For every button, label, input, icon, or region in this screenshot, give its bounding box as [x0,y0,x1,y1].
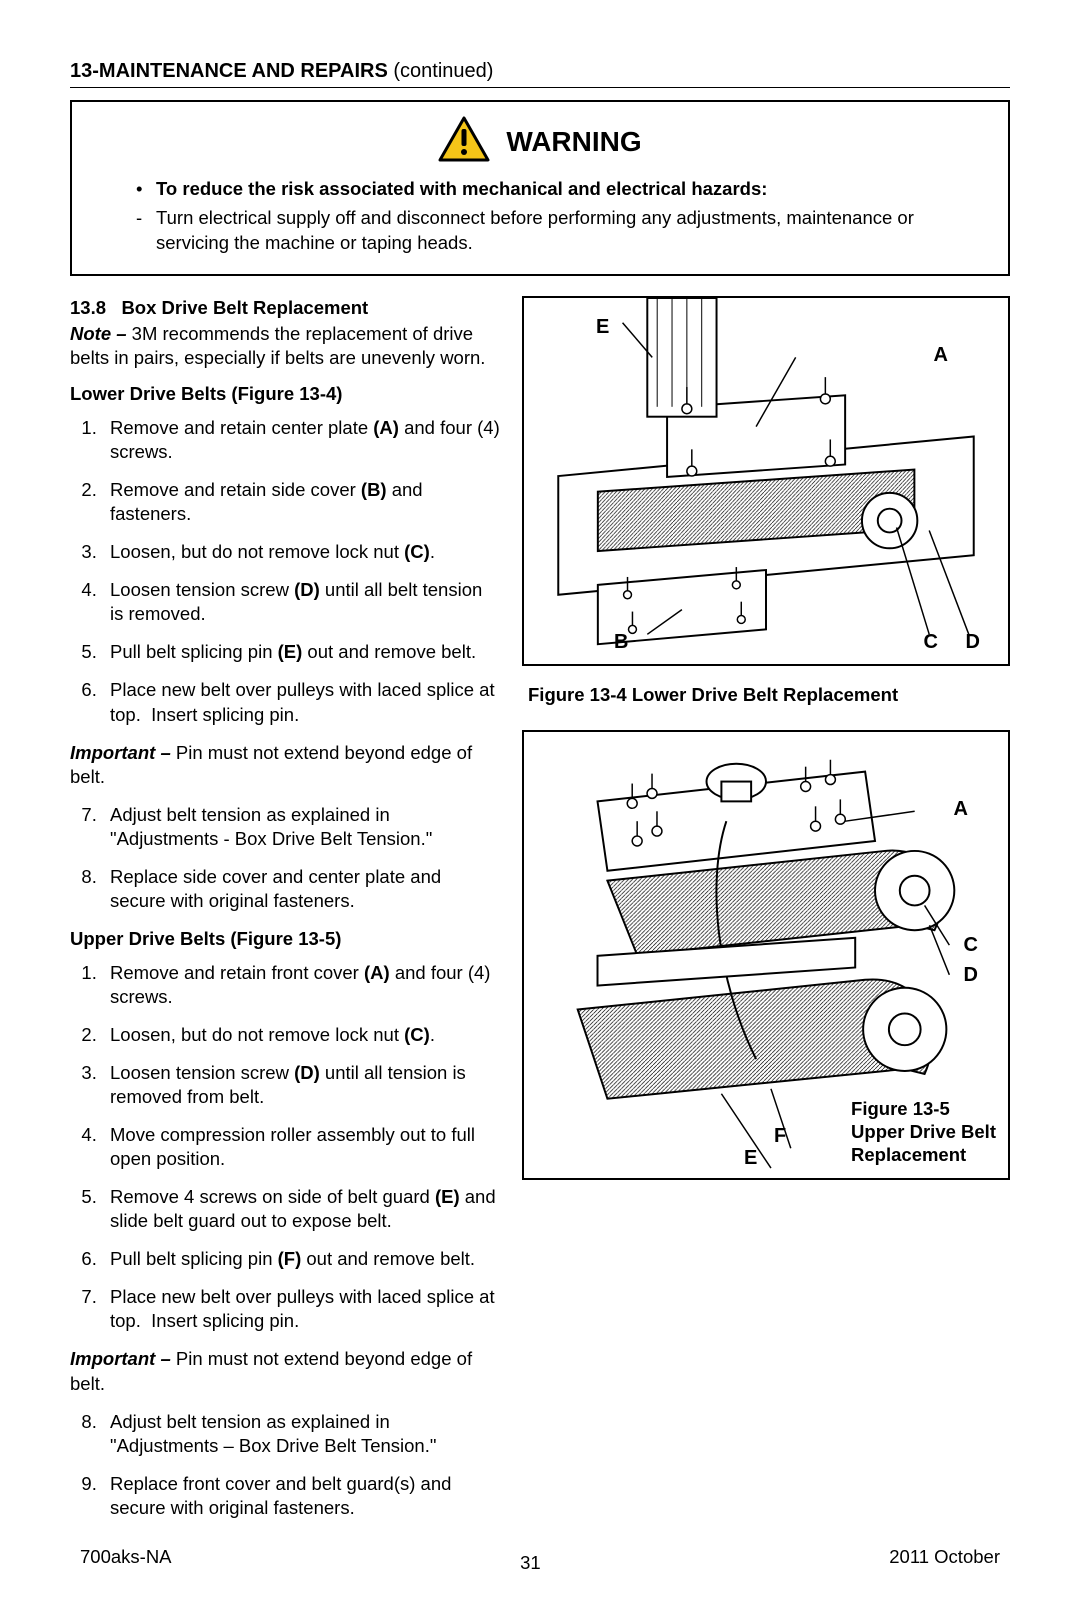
fig2-label-e: E [744,1147,757,1170]
lower-important: Important – Pin must not extend beyond e… [70,741,500,789]
fig1-label-e: E [596,316,609,339]
fig2-label-d: D [964,964,978,987]
upper-heading: Upper Drive Belts (Figure 13-5) [70,927,500,951]
figure-13-4: E A B C D [522,296,1010,666]
step: Pull belt splicing pin (E) out and remov… [102,640,500,664]
fig1-label-c: C [924,631,938,654]
footer-left: 700aks-NA [80,1546,172,1568]
dash: - [136,206,148,256]
section-heading: 13.8 Box Drive Belt Replacement [70,296,500,320]
warning-box: WARNING • To reduce the risk associated … [70,100,1010,276]
fig1-label-a: A [934,344,948,367]
fig1-label-d: D [966,631,980,654]
fig1-label-b: B [614,631,628,654]
lower-steps-2: Adjust belt tension as explained in "Adj… [70,803,500,913]
step: Loosen, but do not remove lock nut (C). [102,540,500,564]
step: Place new belt over pulleys with laced s… [102,1285,500,1333]
note-line: Note – 3M recommends the replacement of … [70,322,500,370]
fig2-label-c: C [964,934,978,957]
step: Loosen, but do not remove lock nut (C). [102,1023,500,1047]
upper-important: Important – Pin must not extend beyond e… [70,1347,500,1395]
fig2-caption: Figure 13-5 Upper Drive Belt Replacement [851,1097,996,1166]
fig1-caption: Figure 13-4 Lower Drive Belt Replacement [522,684,1010,706]
warning-content: • To reduce the risk associated with mec… [100,177,980,256]
step: Replace front cover and belt guard(s) an… [102,1472,500,1520]
header-rest: (continued) [388,60,494,82]
step: Replace side cover and center plate and … [102,865,500,913]
step: Remove 4 screws on side of belt guard (E… [102,1185,500,1233]
warning-title: WARNING [506,126,641,158]
warning-header: WARNING [100,116,980,167]
warning-sub: Turn electrical supply off and disconnec… [156,206,980,256]
step: Remove and retain front cover (A) and fo… [102,961,500,1009]
step: Remove and retain center plate (A) and f… [102,416,500,464]
footer-page-number: 31 [520,1552,541,1574]
header-bold: 13-MAINTENANCE AND REPAIRS [70,60,388,82]
left-column: 13.8 Box Drive Belt Replacement Note – 3… [70,296,500,1534]
page-header: 13-MAINTENANCE AND REPAIRS (continued) [70,60,1010,88]
step: Place new belt over pulleys with laced s… [102,678,500,726]
step: Move compression roller assembly out to … [102,1123,500,1171]
step: Adjust belt tension as explained in "Adj… [102,1410,500,1458]
warning-triangle-icon [438,116,490,167]
step: Pull belt splicing pin (F) out and remov… [102,1247,500,1271]
right-column: E A B C D Figure 13-4 Lower Drive Belt R… [522,296,1010,1198]
footer-right: 2011 October [889,1546,1000,1568]
lower-steps: Remove and retain center plate (A) and f… [70,416,500,726]
lower-heading: Lower Drive Belts (Figure 13-4) [70,382,500,406]
step: Remove and retain side cover (B) and fas… [102,478,500,526]
upper-steps: Remove and retain front cover (A) and fo… [70,961,500,1334]
fig2-label-f: F [774,1125,786,1148]
upper-steps-2: Adjust belt tension as explained in "Adj… [70,1410,500,1520]
warning-bullet: To reduce the risk associated with mecha… [156,177,767,202]
step: Loosen tension screw (D) until all tensi… [102,1061,500,1109]
step: Adjust belt tension as explained in "Adj… [102,803,500,851]
figure-13-5: A C D F E Figure 13-5 Upper Drive Belt R… [522,730,1010,1180]
bullet-dot: • [136,177,148,202]
fig2-label-a: A [954,798,968,821]
page-footer: 700aks-NA 31 2011 October [70,1546,1010,1568]
step: Loosen tension screw (D) until all belt … [102,578,500,626]
